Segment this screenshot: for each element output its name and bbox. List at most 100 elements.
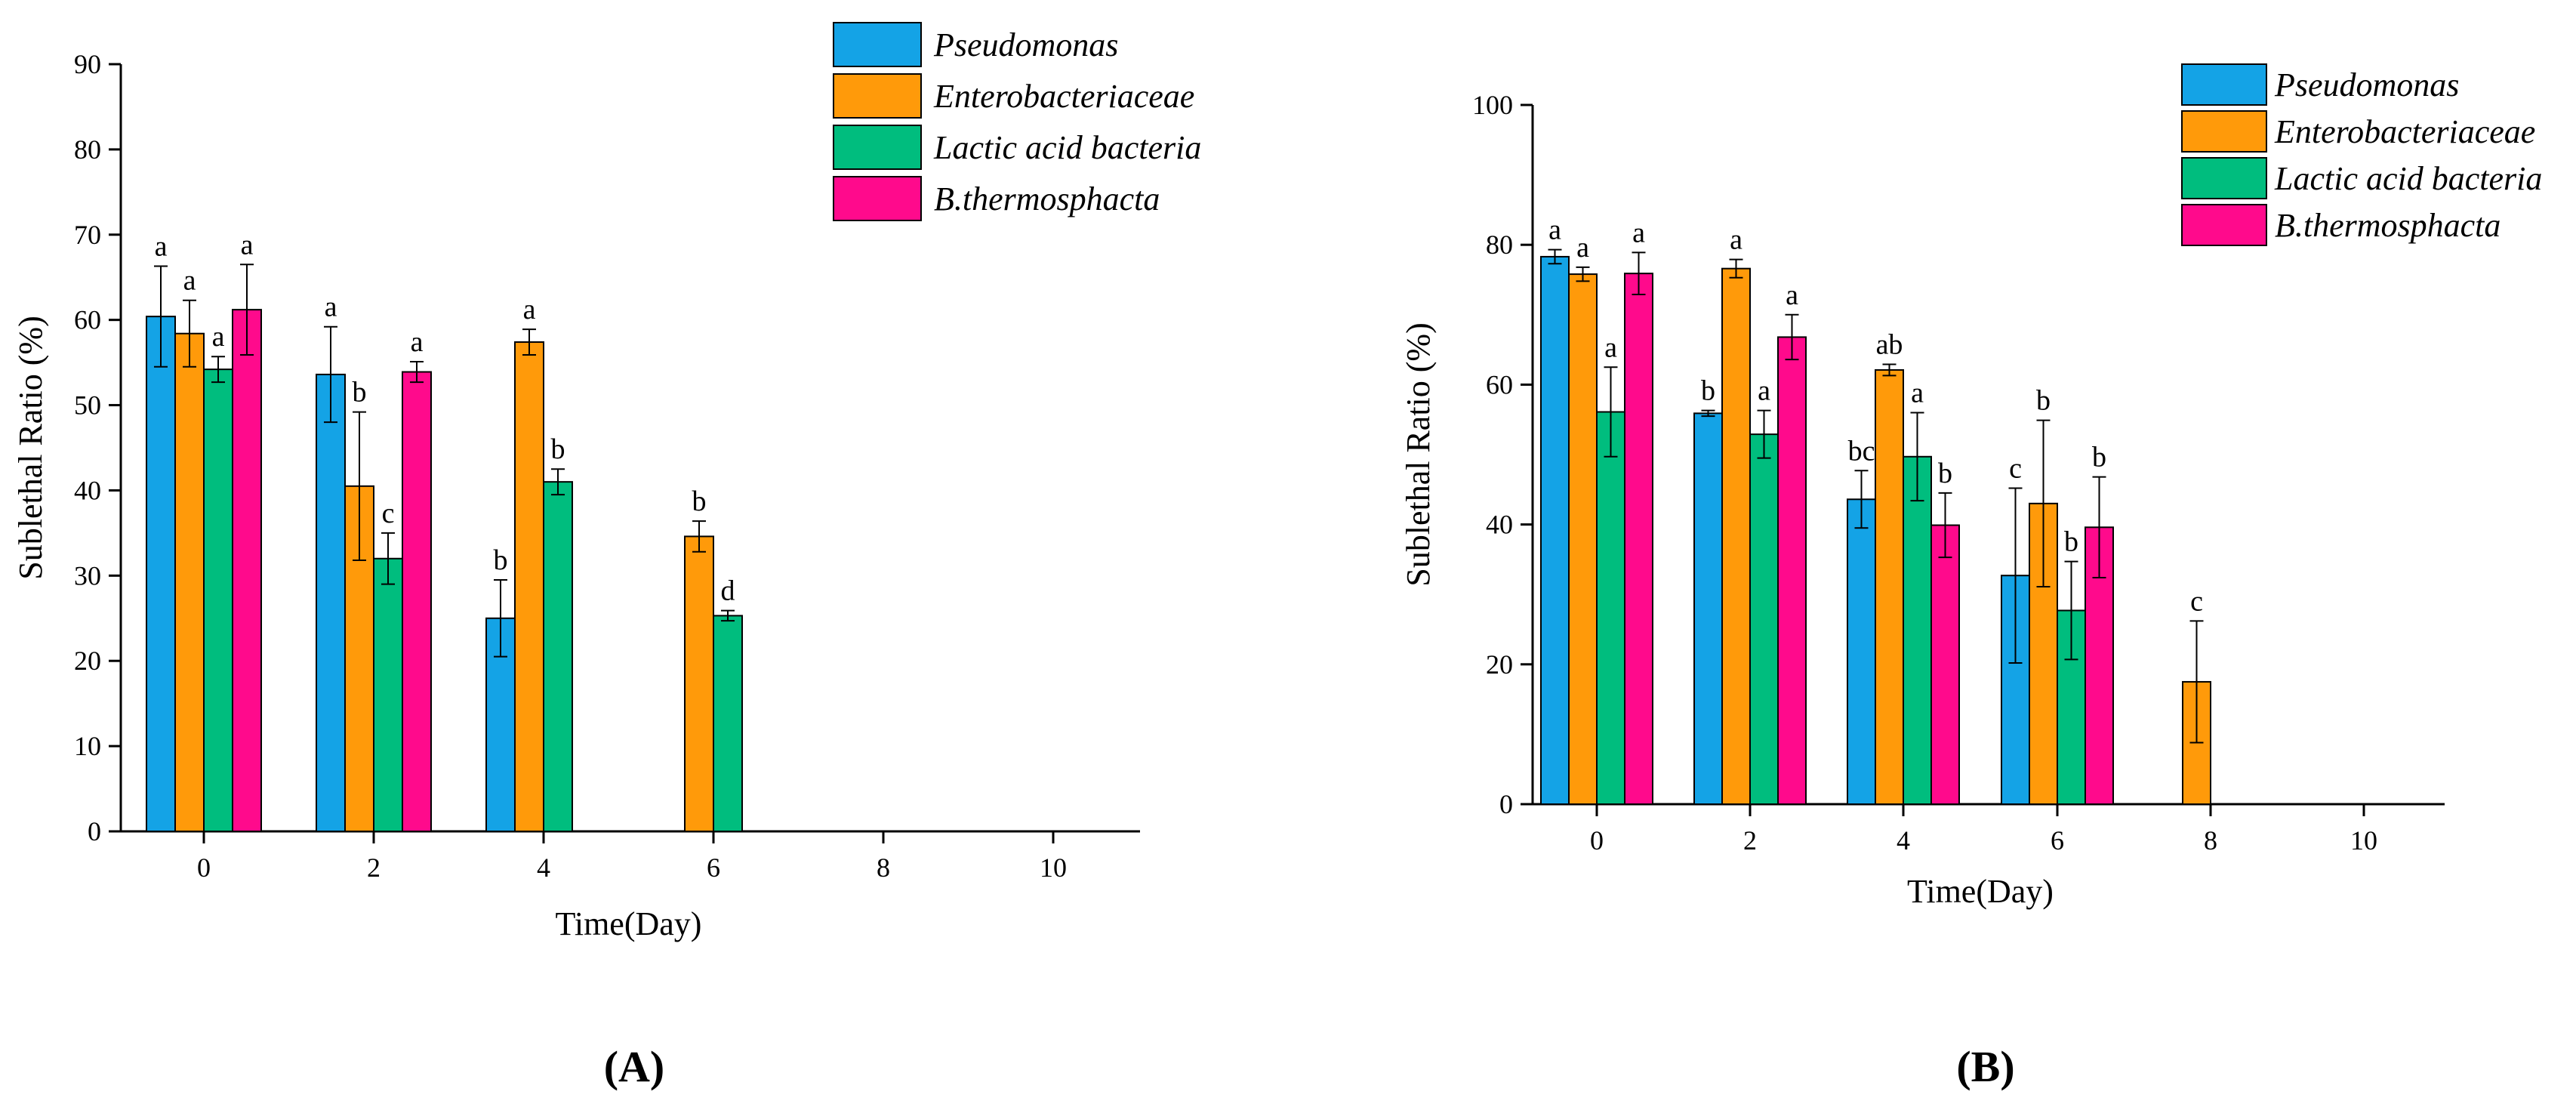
error-bar-b-b-thermosphacta-day-6 [2092, 476, 2106, 578]
legend-swatch-b-thermosphacta [2181, 204, 2267, 246]
x-tick-label-a: 2 [367, 852, 381, 883]
significance-label-a: a [155, 231, 168, 263]
error-bar-b-enterobacteriaceae-day-4 [1882, 363, 1897, 377]
error-bar-a-lactic-acid-bacteria-day-6 [721, 609, 735, 622]
y-tick-label-b: 80 [1486, 230, 1513, 260]
significance-label-a: b [494, 544, 508, 576]
significance-label-b: b [2092, 442, 2106, 473]
significance-label-a: b [692, 486, 707, 517]
legend-swatch-lactic-acid-bacteria [2181, 157, 2267, 199]
bar-a-enterobacteriaceae-day-0 [174, 332, 205, 832]
error-bar-b-lactic-acid-bacteria-day-0 [1604, 366, 1618, 458]
legend-b: Pseudomonas Enterobacteriaceae Lactic acid… [2181, 63, 2542, 246]
legend-label-b-thermosphacta: B.thermosphacta [2275, 207, 2501, 244]
error-bar-b-lactic-acid-bacteria-day-2 [1757, 409, 1771, 459]
y-tick-label-b: 60 [1486, 369, 1513, 399]
x-tick-label-a: 4 [537, 852, 550, 883]
significance-label-a: b [551, 433, 565, 465]
error-bar-b-enterobacteriaceae-day-2 [1729, 258, 1743, 279]
legend-swatch-b-thermosphacta [833, 176, 922, 221]
significance-label-a: a [325, 291, 337, 323]
legend-label-b-thermosphacta: B.thermosphacta [934, 180, 1160, 217]
bar-b-lactic-acid-bacteria-day-0 [1596, 411, 1625, 805]
x-tick-label-a: 8 [877, 852, 890, 883]
y-tick-label-a: 50 [74, 390, 101, 421]
bar-a-b-thermosphacta-day-2 [402, 371, 432, 833]
error-bar-a-enterobacteriaceae-day-2 [353, 411, 366, 562]
bar-b-b-thermosphacta-day-4 [1930, 524, 1960, 805]
significance-label-b: bc [1848, 435, 1875, 467]
error-bar-a-lactic-acid-bacteria-day-2 [381, 532, 395, 585]
x-tick-label-a: 6 [707, 852, 720, 883]
bar-a-lactic-acid-bacteria-day-6 [713, 615, 743, 832]
error-bar-b-pseudomonas-day-4 [1854, 470, 1869, 529]
x-axis-title-a: Time(Day) [556, 905, 702, 942]
error-bar-b-enterobacteriaceae-day-6 [2036, 419, 2051, 588]
bar-b-pseudomonas-day-0 [1540, 255, 1570, 805]
significance-label-a: a [523, 294, 536, 325]
significance-label-a: a [411, 326, 424, 358]
y-tick-label-b: 40 [1486, 510, 1513, 540]
x-tick-label-a: 0 [197, 852, 211, 883]
y-tick-label-b: 100 [1472, 90, 1513, 120]
error-bar-b-lactic-acid-bacteria-day-6 [2064, 560, 2078, 661]
legend-label-lactic-acid-bacteria: Lactic acid bacteria [2274, 160, 2542, 197]
bar-a-lactic-acid-bacteria-day-4 [543, 481, 573, 833]
error-bar-b-pseudomonas-day-6 [2008, 487, 2023, 664]
bar-a-pseudomonas-day-0 [146, 316, 176, 832]
y-tick-label-a: 70 [74, 220, 101, 250]
x-tick-label-b: 2 [1743, 825, 1757, 856]
error-bar-b-b-thermosphacta-day-2 [1785, 313, 1799, 361]
significance-label-a: a [241, 229, 254, 261]
error-bar-a-lactic-acid-bacteria-day-0 [211, 356, 225, 384]
legend-label-enterobacteriaceae: Enterobacteriaceae [933, 78, 1194, 115]
bar-b-enterobacteriaceae-day-0 [1568, 273, 1598, 806]
bar-a-pseudomonas-day-2 [316, 373, 346, 833]
y-tick-label-a: 80 [74, 134, 101, 165]
x-tick-label-b: 4 [1897, 825, 1910, 856]
legend-swatch-pseudomonas [833, 22, 922, 67]
error-bar-b-lactic-acid-bacteria-day-4 [1910, 412, 1924, 502]
panel-label-a: (A) [604, 1042, 665, 1091]
error-bar-b-enterobacteriaceae-day-0 [1576, 266, 1590, 282]
x-tick-label-b: 0 [1590, 825, 1604, 856]
significance-label-b: ab [1876, 329, 1903, 361]
bar-b-pseudomonas-day-2 [1693, 412, 1723, 805]
significance-label-b: a [1632, 217, 1645, 248]
y-tick-label-a: 90 [74, 49, 101, 79]
legend-swatch-enterobacteriaceae [2181, 110, 2267, 153]
error-bar-a-enterobacteriaceae-day-4 [522, 328, 536, 356]
significance-label-b: c [2190, 585, 2203, 617]
panel-label-b: (B) [1956, 1042, 2014, 1091]
significance-label-b: b [1701, 375, 1715, 407]
significance-label-a: c [382, 498, 395, 529]
legend-label-enterobacteriaceae: Enterobacteriaceae [2274, 113, 2535, 150]
legend-swatch-enterobacteriaceae [833, 73, 922, 119]
error-bar-a-enterobacteriaceae-day-0 [183, 299, 196, 368]
bar-a-b-thermosphacta-day-0 [232, 309, 262, 832]
bar-b-b-thermosphacta-day-0 [1624, 273, 1653, 805]
error-bar-a-pseudomonas-day-0 [154, 265, 168, 368]
significance-label-b: a [1911, 377, 1924, 409]
y-axis-title-b: Sublethal Ratio (%) [1400, 322, 1437, 587]
legend-label-pseudomonas: Pseudomonas [933, 26, 1118, 63]
significance-label-b: a [1576, 232, 1589, 264]
significance-label-a: a [183, 265, 196, 297]
legend-swatch-lactic-acid-bacteria [833, 125, 922, 170]
error-bar-a-b-thermosphacta-day-0 [240, 264, 254, 356]
error-bar-a-b-thermosphacta-day-2 [410, 360, 424, 384]
significance-label-b: a [1730, 224, 1742, 256]
legend-a: Pseudomonas Enterobacteriaceae Lactic acid… [833, 22, 1201, 221]
error-bar-b-enterobacteriaceae-day-8 [2189, 620, 2204, 744]
x-tick-label-b: 6 [2051, 825, 2064, 856]
bar-b-enterobacteriaceae-day-2 [1721, 267, 1751, 805]
bar-b-b-thermosphacta-day-2 [1777, 336, 1807, 805]
legend-label-lactic-acid-bacteria: Lactic acid bacteria [933, 129, 1201, 166]
significance-label-b: b [1938, 458, 1952, 489]
bar-a-lactic-acid-bacteria-day-2 [373, 557, 403, 832]
significance-label-b: a [1604, 331, 1617, 363]
y-axis-title-a: Sublethal Ratio (%) [12, 316, 49, 580]
error-bar-b-pseudomonas-day-0 [1548, 248, 1562, 265]
legend-label-pseudomonas: Pseudomonas [2274, 66, 2459, 103]
